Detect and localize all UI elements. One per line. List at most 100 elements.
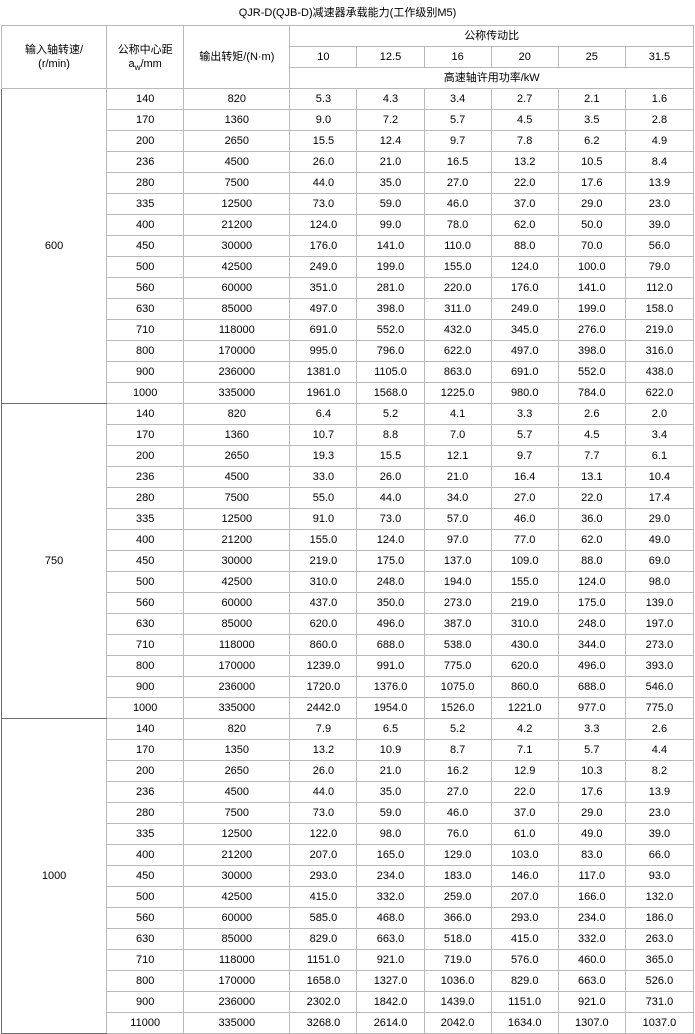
power-cell-ratio-12.5: 199.0 [356, 256, 425, 278]
power-cell-ratio-10: 73.0 [289, 193, 358, 215]
power-cell-ratio-25: 3.3 [557, 718, 626, 740]
power-cell-ratio-12.5: 398.0 [356, 298, 425, 320]
power-cell-ratio-31.5: 263.0 [624, 928, 695, 950]
center-distance-cell: 200 [106, 445, 185, 467]
power-cell-ratio-20: 497.0 [490, 340, 559, 362]
center-distance-line2: aw/mm [108, 57, 183, 72]
output-torque-cell: 1360 [183, 109, 291, 131]
power-cell-ratio-10: 1381.0 [289, 361, 358, 383]
power-cell-ratio-20: 249.0 [490, 298, 559, 320]
power-cell-ratio-10: 124.0 [289, 214, 358, 236]
center-distance-cell: 630 [106, 613, 185, 635]
power-cell-ratio-20: 13.2 [490, 151, 559, 173]
power-cell-ratio-31.5: 139.0 [624, 592, 695, 614]
table-row: 450 30000 176.0 141.0 110.0 88.0 70.0 56.0 [2, 235, 695, 257]
table-row: 236 4500 44.0 35.0 27.0 22.0 17.6 13.9 [2, 781, 695, 803]
power-cell-ratio-16: 311.0 [423, 298, 492, 320]
power-cell-ratio-25: 344.0 [557, 634, 626, 656]
table-row: 1000 335000 1961.0 1568.0 1225.0 980.0 784.0 62… [2, 382, 695, 404]
center-distance-cell: 236 [106, 151, 185, 173]
power-cell-ratio-31.5: 10.4 [624, 466, 695, 488]
table-row: 630 85000 829.0 663.0 518.0 415.0 332.0 263.0 [2, 928, 695, 950]
power-cell-ratio-25: 5.7 [557, 739, 626, 761]
power-cell-ratio-25: 688.0 [557, 676, 626, 698]
power-cell-ratio-25: 6.2 [557, 130, 626, 152]
power-cell-ratio-16: 4.1 [423, 403, 492, 425]
power-cell-ratio-25: 199.0 [557, 298, 626, 320]
power-cell-ratio-16: 27.0 [423, 172, 492, 194]
power-cell-ratio-25: 22.0 [557, 487, 626, 509]
power-cell-ratio-20: 310.0 [490, 613, 559, 635]
output-torque-cell: 7500 [183, 487, 291, 509]
power-cell-ratio-31.5: 93.0 [624, 865, 695, 887]
output-torque-cell: 12500 [183, 823, 291, 845]
table-row: 400 21200 124.0 99.0 78.0 62.0 50.0 39.0 [2, 214, 695, 236]
power-cell-ratio-16: 12.1 [423, 445, 492, 467]
power-cell-ratio-10: 19.3 [289, 445, 358, 467]
power-cell-ratio-20: 37.0 [490, 193, 559, 215]
table-row: 750 140 820 6.4 5.2 4.1 3.3 2.6 2.0 [0, 403, 695, 719]
center-distance-cell: 170 [106, 109, 185, 131]
power-cell-ratio-25: 4.5 [557, 424, 626, 446]
power-cell-ratio-12.5: 124.0 [356, 529, 425, 551]
center-distance-line1: 公称中心距 [117, 44, 173, 56]
output-torque-cell: 42500 [183, 256, 291, 278]
power-cell-ratio-31.5: 39.0 [624, 823, 695, 845]
center-distance-cell: 170 [106, 424, 185, 446]
power-cell-ratio-12.5: 10.9 [356, 739, 425, 761]
input-speed-line2: (r/min) [38, 58, 70, 70]
power-cell-ratio-20: 27.0 [490, 487, 559, 509]
power-cell-ratio-10: 437.0 [289, 592, 358, 614]
power-cell-ratio-20: 5.7 [490, 424, 559, 446]
power-cell-ratio-31.5: 23.0 [624, 802, 695, 824]
power-cell-ratio-12.5: 59.0 [356, 802, 425, 824]
load-capacity-table: 输入轴转速/ (r/min) 公称中心距 aw/mm 输出转矩/(N·m) 公称… [0, 25, 695, 1034]
power-cell-ratio-20: 219.0 [490, 592, 559, 614]
output-torque-cell: 60000 [183, 907, 291, 929]
power-cell-ratio-20: 37.0 [490, 802, 559, 824]
power-cell-ratio-10: 6.4 [289, 403, 358, 425]
power-cell-ratio-12.5: 1376.0 [356, 676, 425, 698]
power-cell-ratio-10: 26.0 [289, 760, 358, 782]
output-torque-cell: 1350 [183, 739, 291, 761]
power-cell-ratio-25: 10.3 [557, 760, 626, 782]
output-torque-cell: 236000 [183, 991, 291, 1013]
power-cell-ratio-16: 538.0 [423, 634, 492, 656]
power-cell-ratio-12.5: 1842.0 [356, 991, 425, 1013]
power-cell-ratio-10: 3268.0 [289, 1012, 358, 1034]
power-cell-ratio-16: 719.0 [423, 949, 492, 971]
table-row: 400 21200 207.0 165.0 129.0 103.0 83.0 66.0 [2, 844, 695, 866]
center-distance-cell: 1000 [106, 382, 185, 404]
table-row: 1000 335000 2442.0 1954.0 1526.0 1221.0 977.0 7… [2, 697, 695, 719]
center-distance-cell: 140 [106, 88, 185, 110]
center-distance-cell: 450 [106, 865, 185, 887]
center-distance-cell: 560 [106, 592, 185, 614]
power-cell-ratio-16: 273.0 [423, 592, 492, 614]
power-cell-ratio-31.5: 13.9 [624, 172, 695, 194]
power-cell-ratio-25: 921.0 [557, 991, 626, 1013]
power-cell-ratio-10: 293.0 [289, 865, 358, 887]
power-cell-ratio-20: 16.4 [490, 466, 559, 488]
output-torque-cell: 30000 [183, 865, 291, 887]
table-row: 200 2650 26.0 21.0 16.2 12.9 10.3 8.2 [2, 760, 695, 782]
power-cell-ratio-20: 430.0 [490, 634, 559, 656]
power-cell-ratio-20: 7.1 [490, 739, 559, 761]
center-distance-symbol: a [128, 58, 135, 70]
power-cell-ratio-31.5: 526.0 [624, 970, 695, 992]
output-torque-cell: 4500 [183, 781, 291, 803]
power-cell-ratio-10: 2442.0 [289, 697, 358, 719]
power-cell-ratio-12.5: 688.0 [356, 634, 425, 656]
center-distance-cell: 140 [106, 718, 185, 740]
power-cell-ratio-20: 146.0 [490, 865, 559, 887]
power-cell-ratio-25: 166.0 [557, 886, 626, 908]
power-cell-ratio-12.5: 1568.0 [356, 382, 425, 404]
center-distance-cell: 170 [106, 739, 185, 761]
power-cell-ratio-10: 155.0 [289, 529, 358, 551]
power-cell-ratio-31.5: 546.0 [624, 676, 695, 698]
table-row: 800 170000 995.0 796.0 622.0 497.0 398.0 316.0 [2, 340, 695, 362]
power-cell-ratio-20: 345.0 [490, 319, 559, 341]
power-cell-ratio-10: 1658.0 [289, 970, 358, 992]
center-distance-cell: 335 [106, 193, 185, 215]
center-distance-cell: 1000 [106, 697, 185, 719]
output-torque-cell: 335000 [183, 697, 291, 719]
